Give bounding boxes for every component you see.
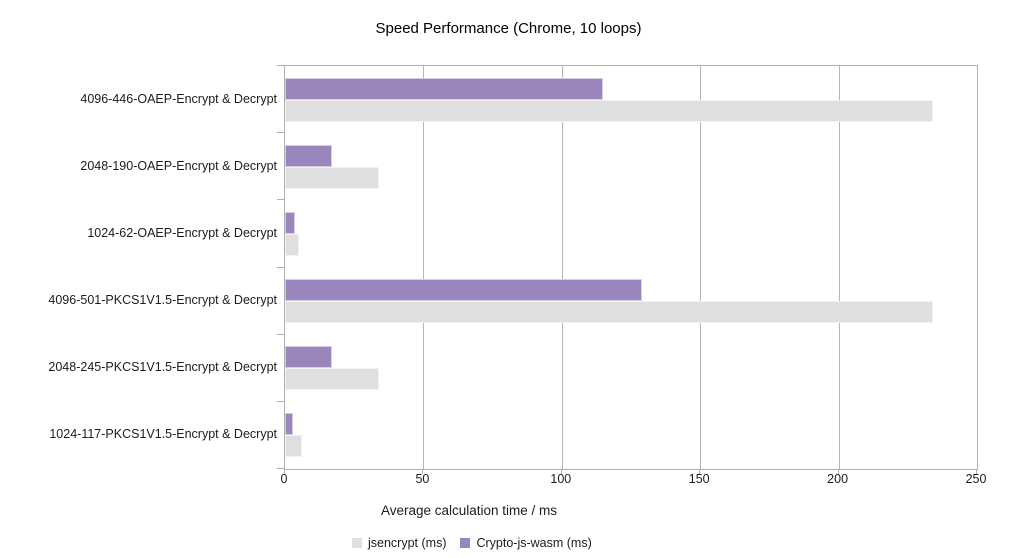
legend-label-crypto-js-wasm: Crypto-js-wasm (ms): [476, 536, 592, 550]
x-axis-tick: [560, 469, 562, 474]
bar-crypto-js-wasm-1: [285, 144, 333, 167]
category-axis-labels: 4096-446-OAEP-Encrypt & Decrypt 2048-190-…: [0, 65, 277, 468]
bar-jsencrypt-4: [285, 368, 380, 391]
x-axis-tick: [284, 469, 285, 474]
category-label: 4096-501-PKCS1V1.5-Encrypt & Decrypt: [48, 293, 277, 308]
y-axis-tick: [277, 266, 284, 268]
x-tick-label: 250: [965, 472, 987, 486]
gridline-150: [700, 66, 702, 469]
y-axis-tick: [277, 333, 284, 335]
bar-jsencrypt-0: [285, 99, 933, 122]
legend-item-crypto-js-wasm: Crypto-js-wasm (ms): [460, 536, 592, 550]
x-axis-title: Average calculation time / ms: [380, 503, 558, 518]
category-label: 1024-117-PKCS1V1.5-Encrypt & Decrypt: [49, 427, 277, 442]
category-label: 1024-62-OAEP-Encrypt & Decrypt: [87, 225, 277, 240]
y-axis-tick: [277, 199, 284, 201]
y-axis-tick: [277, 132, 284, 134]
legend-item-jsencrypt: jsencrypt (ms): [352, 536, 446, 550]
category-label: 2048-190-OAEP-Encrypt & Decrypt: [80, 158, 277, 173]
bar-crypto-js-wasm-5: [285, 413, 294, 436]
gridline-200: [838, 66, 840, 469]
plot-area: [284, 65, 978, 470]
y-axis-tick: [277, 65, 284, 66]
value-axis-tick-labels: 0 50 100 150 200 250: [280, 472, 987, 487]
legend-swatch-jsencrypt: [352, 538, 362, 548]
x-tick-label: 0: [280, 472, 288, 486]
category-label: 4096-446-OAEP-Encrypt & Decrypt: [80, 91, 277, 106]
y-axis-tick: [277, 468, 284, 469]
gridline-100: [561, 66, 563, 469]
x-axis-tick: [837, 469, 839, 474]
legend-label-jsencrypt: jsencrypt (ms): [368, 536, 447, 550]
legend-swatch-crypto-js-wasm: [460, 538, 471, 548]
y-axis-tick: [277, 400, 284, 402]
bar-crypto-js-wasm-0: [285, 77, 604, 100]
x-tick-label: 100: [550, 472, 572, 486]
category-label: 2048-245-PKCS1V1.5-Encrypt & Decrypt: [48, 360, 277, 375]
x-axis-tick: [976, 469, 977, 474]
bar-crypto-js-wasm-4: [285, 346, 333, 369]
x-tick-label: 200: [827, 472, 849, 486]
bar-crypto-js-wasm-3: [285, 279, 643, 302]
chart-title: Speed Performance (Chrome, 10 loops): [375, 20, 642, 37]
bar-crypto-js-wasm-2: [285, 211, 295, 234]
x-axis-tick: [699, 469, 701, 474]
x-tick-label: 50: [415, 472, 430, 486]
x-tick-label: 150: [688, 472, 710, 486]
legend: jsencrypt (ms) Crypto-js-wasm (ms): [352, 536, 592, 550]
bar-jsencrypt-5: [285, 435, 302, 458]
bar-jsencrypt-2: [285, 233, 299, 256]
bar-jsencrypt-1: [285, 166, 380, 189]
gridline-50: [423, 66, 425, 469]
bar-jsencrypt-3: [285, 301, 933, 324]
x-axis-tick: [422, 469, 424, 474]
